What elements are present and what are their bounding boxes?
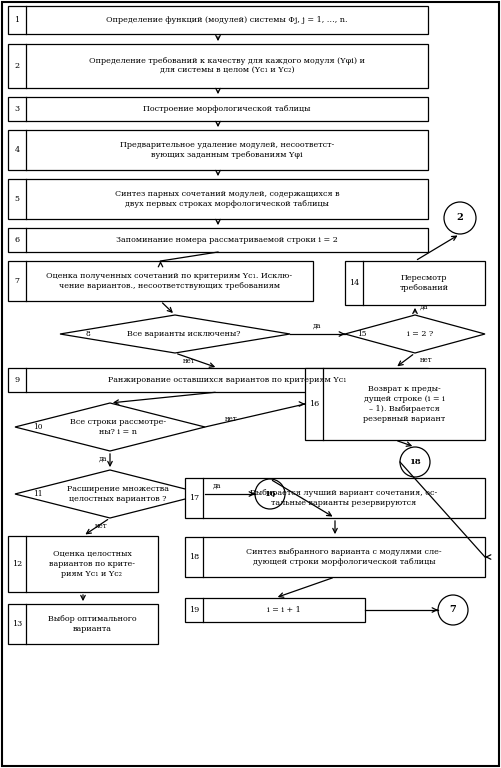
Text: 16: 16 bbox=[309, 400, 319, 408]
Text: нет: нет bbox=[94, 522, 107, 530]
Text: Запоминание номера рассматриваемой строки i = 2: Запоминание номера рассматриваемой строк… bbox=[116, 236, 338, 244]
Text: Построение морфологической таблицы: Построение морфологической таблицы bbox=[143, 105, 311, 113]
Bar bbox=[8, 179, 428, 219]
Text: Все строки рассмотре-
ны? i = n: Все строки рассмотре- ны? i = n bbox=[70, 418, 166, 436]
Text: да: да bbox=[99, 455, 107, 463]
Text: да: да bbox=[313, 322, 322, 330]
Circle shape bbox=[438, 595, 468, 625]
Polygon shape bbox=[345, 315, 485, 353]
Text: 2: 2 bbox=[456, 214, 463, 223]
Text: 12: 12 bbox=[12, 560, 22, 568]
Bar bbox=[8, 604, 158, 644]
Text: 11: 11 bbox=[33, 490, 43, 498]
Text: нет: нет bbox=[183, 357, 195, 365]
Text: 17: 17 bbox=[189, 494, 199, 502]
Text: 15: 15 bbox=[357, 330, 367, 338]
Text: 10: 10 bbox=[33, 423, 43, 431]
Text: 4: 4 bbox=[15, 146, 20, 154]
Text: Определение требований к качеству для каждого модуля (Yφi) и
для системы в целом: Определение требований к качеству для ка… bbox=[89, 57, 365, 75]
Circle shape bbox=[444, 202, 476, 234]
Text: 18: 18 bbox=[189, 553, 199, 561]
Text: Все варианты исключены?: Все варианты исключены? bbox=[127, 330, 241, 338]
Text: Ранжирование оставшихся вариантов по критериям Yс₁: Ранжирование оставшихся вариантов по кри… bbox=[108, 376, 346, 384]
Text: 8: 8 bbox=[85, 330, 90, 338]
Bar bbox=[8, 130, 428, 170]
Text: нет: нет bbox=[225, 415, 237, 423]
Text: Пересмотр
требований: Пересмотр требований bbox=[399, 274, 448, 292]
Text: 19: 19 bbox=[189, 606, 199, 614]
Bar bbox=[8, 228, 428, 252]
Text: 9: 9 bbox=[15, 376, 20, 384]
Bar bbox=[185, 478, 485, 518]
Circle shape bbox=[255, 479, 285, 509]
Text: 18: 18 bbox=[409, 458, 421, 466]
Text: Синтез выбранного варианта с модулями сле-
дующей строки морфологической таблицы: Синтез выбранного варианта с модулями сл… bbox=[246, 548, 442, 566]
Bar bbox=[305, 368, 485, 440]
Text: Предварительное удаление модулей, несоответст-
вующих заданным требованиям Yφi: Предварительное удаление модулей, несоот… bbox=[120, 141, 334, 159]
Polygon shape bbox=[15, 470, 205, 518]
Polygon shape bbox=[15, 403, 205, 451]
Text: 2: 2 bbox=[15, 62, 20, 70]
Text: 6: 6 bbox=[15, 236, 20, 244]
Bar bbox=[8, 6, 428, 34]
Text: нет: нет bbox=[420, 356, 433, 364]
Text: да: да bbox=[420, 303, 428, 311]
Text: 14: 14 bbox=[349, 279, 359, 287]
Text: 5: 5 bbox=[15, 195, 20, 203]
Text: Выбирается лучший вариант сочетания, ос-
тальные варианты резервируются: Выбирается лучший вариант сочетания, ос-… bbox=[250, 489, 438, 507]
Text: 3: 3 bbox=[15, 105, 20, 113]
Text: Возврат к преды-
дущей строке (i = i
– 1). Выбирается
резервный вариант: Возврат к преды- дущей строке (i = i – 1… bbox=[363, 386, 445, 422]
Bar bbox=[185, 598, 365, 622]
Text: да: да bbox=[213, 482, 221, 490]
Bar bbox=[8, 44, 428, 88]
Bar bbox=[345, 261, 485, 305]
Text: Определение функций (модулей) системы Φj, j = 1, …, n.: Определение функций (модулей) системы Φj… bbox=[106, 16, 348, 24]
Text: 16: 16 bbox=[264, 490, 276, 498]
Text: 7: 7 bbox=[15, 277, 20, 285]
Text: i = 2 ?: i = 2 ? bbox=[407, 330, 434, 338]
Text: Оценка полученных сочетаний по критериям Yс₁. Исклю-
чение вариантов., несоответ: Оценка полученных сочетаний по критериям… bbox=[47, 272, 293, 290]
Circle shape bbox=[400, 447, 430, 477]
Bar bbox=[8, 97, 428, 121]
Text: 1: 1 bbox=[15, 16, 20, 24]
Text: i = i + 1: i = i + 1 bbox=[267, 606, 301, 614]
Text: Расширение множества
целостных вариантов ?: Расширение множества целостных вариантов… bbox=[67, 485, 169, 503]
Bar bbox=[8, 536, 158, 592]
Bar bbox=[185, 537, 485, 577]
Text: Выбор оптимального
варианта: Выбор оптимального варианта bbox=[48, 615, 136, 633]
Text: Синтез парных сочетаний модулей, содержащихся в
двух первых строках морфологичес: Синтез парных сочетаний модулей, содержа… bbox=[115, 190, 339, 208]
Bar bbox=[8, 368, 428, 392]
Polygon shape bbox=[60, 315, 290, 353]
Text: 13: 13 bbox=[12, 620, 22, 628]
Bar bbox=[8, 261, 313, 301]
Text: Оценка целостных
вариантов по крите-
риям Yс₁ и Yс₂: Оценка целостных вариантов по крите- рия… bbox=[49, 550, 135, 578]
Text: 7: 7 bbox=[449, 605, 456, 614]
